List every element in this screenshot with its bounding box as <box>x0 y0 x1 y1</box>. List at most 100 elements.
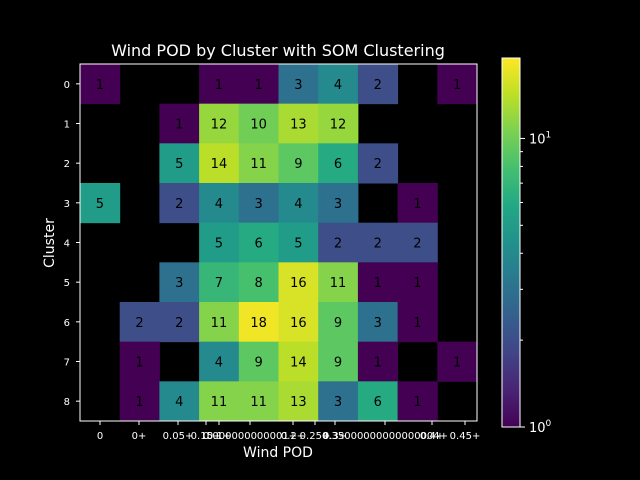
cell-value-label: 16 <box>290 316 307 331</box>
colorbar: 100 101 <box>501 57 552 436</box>
x-tick-label: 0.1+ <box>207 431 231 442</box>
colorbar-tick-label: 101 <box>529 130 551 147</box>
cell-value-label: 4 <box>175 395 183 410</box>
heatmap-cell <box>357 64 399 105</box>
heatmap-cell <box>238 143 279 184</box>
heatmap-cell <box>238 103 279 144</box>
x-tick-label: 0.000000000001+ <box>203 431 297 442</box>
heatmap-cell <box>159 143 200 184</box>
cell-value-label: 1 <box>374 276 382 291</box>
heatmap-cells <box>80 64 478 422</box>
x-axis-ticks: 0 0+ 0.05+0.15+0.1+0.000000000001+0.2+0.25… <box>97 421 481 442</box>
x-tick-label: 0.35000000000000004+ <box>322 431 448 442</box>
cell-value-label: 3 <box>175 276 183 291</box>
heatmap-cell <box>199 302 240 343</box>
heatmap-cell <box>199 262 240 303</box>
y-tick-label: 3 <box>64 199 70 210</box>
x-tick-label: 0.25+ <box>300 431 331 442</box>
y-tick-label: 8 <box>64 397 70 408</box>
cell-value-label: 1 <box>135 395 143 410</box>
cell-value-label: 5 <box>96 197 104 212</box>
heatmap-cell <box>357 222 399 263</box>
cell-value-label: 11 <box>330 276 347 291</box>
cell-value-label: 2 <box>175 197 183 212</box>
cell-value-label: 1 <box>255 78 263 93</box>
y-tick-label: 6 <box>64 318 70 329</box>
cell-value-label: 1 <box>413 316 421 331</box>
cell-value-label: 2 <box>175 316 183 331</box>
colorbar-tick-label: 100 <box>529 419 552 436</box>
heatmap-cell <box>159 262 200 303</box>
chart-title: Wind POD by Cluster with SOM Clustering <box>111 41 445 60</box>
heatmap-cell <box>119 302 160 343</box>
heatmap-cell <box>357 341 399 382</box>
cell-value-label: 1 <box>413 276 421 291</box>
cell-value-label: 12 <box>211 118 228 133</box>
heatmap-cell <box>318 381 359 422</box>
heatmap-cell <box>397 381 438 422</box>
heatmap-cell <box>199 381 240 422</box>
x-tick-label: 0.05+ <box>163 431 194 442</box>
cell-value-label: 2 <box>374 78 382 93</box>
cell-value-label: 1 <box>175 118 183 133</box>
cell-value-label: 10 <box>250 118 267 133</box>
cell-value-label: 6 <box>374 395 382 410</box>
heatmap-cell <box>318 64 359 105</box>
heatmap-cell <box>318 143 359 184</box>
y-tick-label: 7 <box>64 358 70 369</box>
heatmap-cell <box>278 302 319 343</box>
cell-value-label: 4 <box>215 356 223 371</box>
heatmap-cell <box>278 183 319 224</box>
heatmap-cell <box>199 183 240 224</box>
heatmap-cell <box>437 341 478 382</box>
heatmap-cell <box>278 103 319 144</box>
y-tick-label: 5 <box>64 278 70 289</box>
heatmap-cell-labels: 1 1 1 3 4 2 11 12 10 13 125 14 11 9 6 25 2 4 3 4 3 15 6 5 2 2 23 7 8… <box>96 78 462 410</box>
heatmap-cell <box>278 143 319 184</box>
heatmap-cell <box>238 64 279 105</box>
cell-value-label: 1 <box>96 78 104 93</box>
cell-value-label: 5 <box>175 157 183 172</box>
heatmap-cell <box>397 222 438 263</box>
heatmap-cell <box>238 262 279 303</box>
cell-value-label: 8 <box>255 276 263 291</box>
heatmap-cell <box>357 381 399 422</box>
y-tick-label: 1 <box>64 120 70 131</box>
cell-value-label: 2 <box>374 157 382 172</box>
y-tick-label: 2 <box>64 159 70 170</box>
heatmap-cell <box>318 103 359 144</box>
x-tick-label: 0.45+ <box>450 431 481 442</box>
cell-value-label: 1 <box>413 197 421 212</box>
cell-value-label: 16 <box>290 276 307 291</box>
cell-value-label: 18 <box>250 316 267 331</box>
heatmap-cell <box>318 222 359 263</box>
heatmap-cell <box>357 302 399 343</box>
y-tick-label: 4 <box>64 239 70 250</box>
heatmap-cell <box>199 341 240 382</box>
heatmap-cell <box>357 262 399 303</box>
x-tick-label: 0 <box>97 431 103 442</box>
x-tick-label: 0.2+ <box>281 431 305 442</box>
heatmap-cell <box>278 341 319 382</box>
cell-value-label: 3 <box>334 197 342 212</box>
y-axis-label: Cluster <box>42 218 58 268</box>
cell-value-label: 11 <box>250 157 267 172</box>
heatmap-cell <box>238 381 279 422</box>
heatmap-cell <box>318 302 359 343</box>
heatmap-cell <box>119 341 160 382</box>
cell-value-label: 3 <box>294 78 302 93</box>
cell-value-label: 11 <box>211 395 228 410</box>
heatmap-cell <box>238 183 279 224</box>
cell-value-label: 2 <box>135 316 143 331</box>
cell-value-label: 3 <box>334 395 342 410</box>
heatmap-cell <box>199 143 240 184</box>
x-tick-label: 0.3+ <box>323 431 347 442</box>
heatmap-cell <box>318 262 359 303</box>
heatmap-cell <box>318 341 359 382</box>
cell-value-label: 4 <box>215 197 223 212</box>
cell-value-label: 5 <box>294 237 302 252</box>
heatmap-cell <box>238 341 279 382</box>
heatmap-cell <box>199 103 240 144</box>
x-axis-label: Wind POD <box>243 445 313 461</box>
